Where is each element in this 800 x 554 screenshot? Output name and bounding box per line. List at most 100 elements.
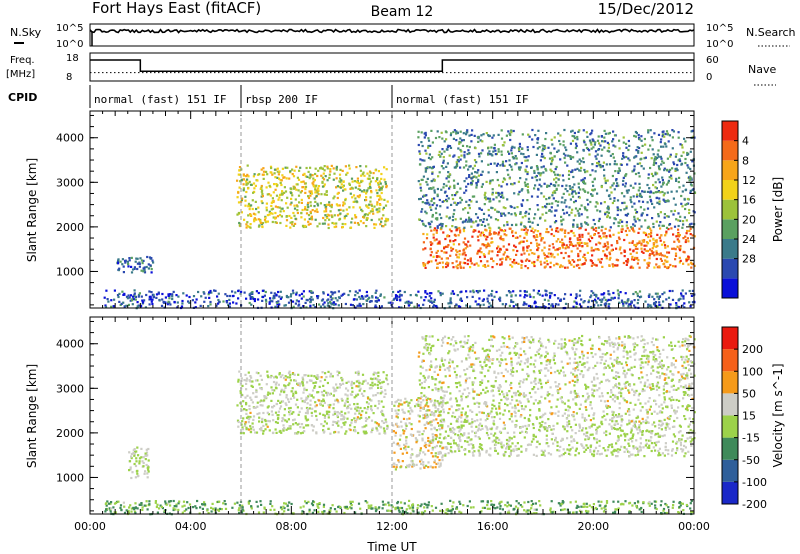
range-gate-cell	[293, 418, 296, 421]
range-gate-cell	[666, 157, 669, 160]
range-gate-cell	[625, 205, 628, 208]
range-gate-cell	[411, 434, 414, 437]
range-gate-cell	[615, 178, 618, 181]
range-gate-cell	[451, 262, 454, 265]
range-gate-cell	[476, 216, 479, 219]
range-gate-cell	[656, 266, 659, 269]
range-gate-cell	[556, 227, 559, 230]
range-gate-cell	[345, 173, 348, 176]
range-gate-cell	[249, 214, 252, 217]
range-gate-cell	[366, 382, 369, 385]
range-gate-cell	[557, 230, 560, 233]
range-gate-cell	[653, 132, 656, 135]
range-gate-cell	[502, 245, 505, 248]
range-gate-cell	[526, 229, 529, 232]
range-gate-cell	[317, 185, 321, 188]
range-gate-cell	[330, 298, 333, 301]
range-gate-cell	[245, 401, 248, 405]
range-gate-cell	[376, 178, 379, 181]
range-gate-cell	[526, 258, 529, 261]
range-gate-cell	[288, 382, 291, 385]
range-gate-cell	[643, 208, 646, 211]
range-gate-cell	[566, 190, 569, 193]
range-gate-cell	[438, 198, 441, 202]
range-gate-cell	[434, 452, 437, 455]
range-gate-cell	[590, 290, 593, 293]
range-gate-cell	[384, 204, 388, 207]
range-gate-cell	[662, 198, 665, 201]
range-gate-cell	[655, 250, 658, 253]
range-gate-cell	[451, 247, 455, 251]
range-gate-cell	[257, 298, 260, 301]
range-gate-cell	[470, 200, 473, 203]
range-gate-cell	[642, 251, 645, 254]
range-gate-cell	[444, 452, 447, 456]
range-gate-cell	[430, 441, 433, 444]
range-gate-cell	[461, 434, 464, 437]
range-gate-cell	[304, 191, 307, 194]
range-gate-cell	[134, 260, 137, 263]
range-gate-cell	[352, 206, 355, 209]
range-gate-cell	[654, 156, 657, 159]
range-gate-cell	[269, 194, 272, 197]
range-gate-cell	[268, 184, 271, 187]
range-gate-cell	[249, 375, 252, 378]
range-gate-cell	[525, 290, 528, 293]
range-gate-cell	[323, 222, 326, 225]
range-gate-cell	[144, 454, 147, 457]
range-gate-cell	[145, 293, 148, 297]
range-gate-cell	[604, 227, 607, 230]
range-gate-cell	[664, 246, 667, 249]
range-gate-cell	[127, 303, 130, 306]
range-gate-cell	[641, 431, 644, 434]
range-gate-cell	[580, 263, 583, 266]
range-gate-cell	[441, 426, 444, 429]
range-gate-cell	[669, 168, 672, 171]
range-gate-cell	[365, 205, 369, 208]
range-gate-cell	[691, 438, 694, 441]
range-gate-cell	[314, 306, 317, 309]
range-gate-cell	[622, 304, 625, 307]
range-gate-cell	[593, 263, 596, 266]
range-gate-cell	[597, 258, 600, 261]
range-gate-cell	[303, 387, 306, 390]
range-gate-cell	[327, 226, 330, 230]
range-gate-cell	[578, 169, 581, 172]
range-gate-cell	[250, 204, 253, 207]
range-gate-cell	[554, 303, 558, 306]
range-gate-cell	[358, 206, 362, 209]
range-gate-cell	[480, 251, 483, 254]
range-gate-cell	[429, 248, 432, 251]
range-gate-cell	[631, 258, 634, 261]
range-gate-cell	[322, 384, 325, 387]
range-gate-cell	[436, 255, 439, 258]
range-gate-cell	[548, 291, 551, 295]
range-gate-cell	[375, 189, 378, 192]
range-gate-cell	[333, 195, 336, 198]
range-gate-cell	[545, 211, 548, 214]
range-gate-cell	[651, 217, 654, 220]
range-gate-cell	[684, 157, 687, 161]
range-gate-cell	[330, 206, 333, 209]
range-gate-cell	[599, 210, 602, 213]
range-gate-cell	[427, 146, 430, 149]
power-plot-frame	[89, 110, 695, 309]
range-gate-cell	[585, 131, 588, 134]
nave-tick-bottom: 0	[706, 72, 712, 83]
range-gate-cell	[637, 151, 640, 154]
range-gate-cell	[117, 258, 120, 261]
range-gate-cell	[673, 163, 676, 166]
range-gate-cell	[595, 294, 598, 297]
range-gate-cell	[396, 297, 399, 300]
range-gate-cell	[635, 243, 638, 246]
range-gate-cell	[328, 203, 331, 206]
range-gate-cell	[373, 223, 376, 226]
range-gate-cell	[147, 468, 150, 471]
range-gate-cell	[690, 294, 693, 297]
range-gate-cell	[472, 167, 475, 170]
range-gate-cell	[523, 252, 526, 255]
range-gate-cell	[526, 189, 529, 192]
range-gate-cell	[248, 379, 252, 382]
range-gate-cell	[459, 298, 462, 301]
range-gate-cell	[298, 169, 301, 172]
